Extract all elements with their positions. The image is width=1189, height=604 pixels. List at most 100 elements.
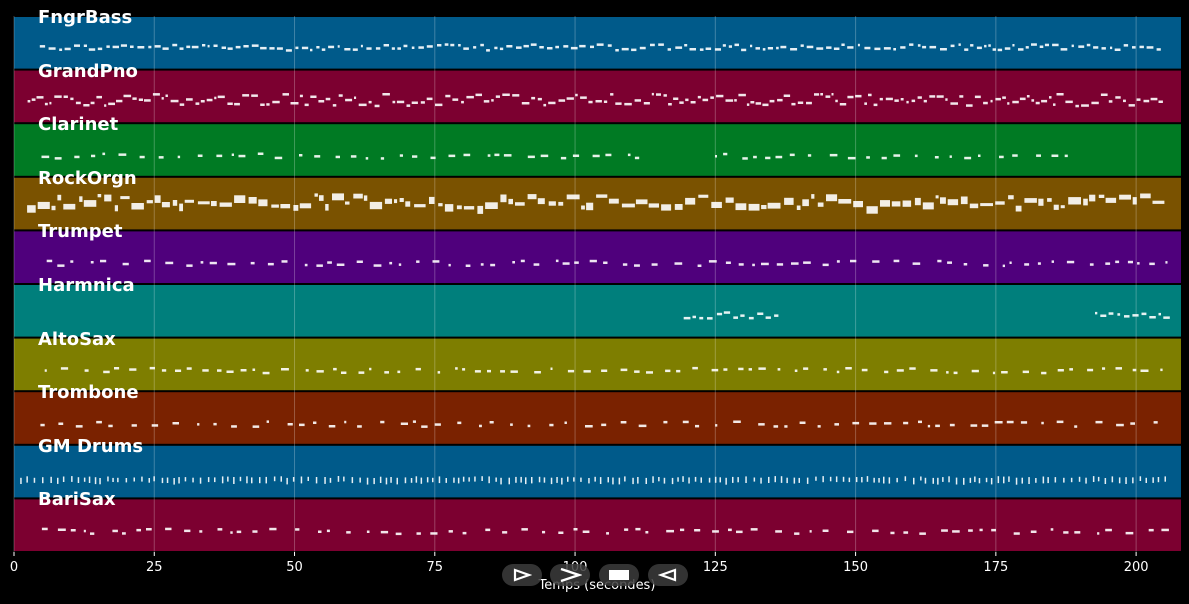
note	[728, 45, 732, 48]
note	[227, 47, 233, 50]
note	[458, 44, 461, 47]
note	[462, 476, 465, 482]
note	[1098, 194, 1105, 198]
note	[855, 477, 858, 483]
note	[395, 532, 402, 536]
note	[694, 529, 701, 532]
note	[800, 44, 804, 47]
note	[280, 476, 282, 482]
note	[1100, 314, 1107, 317]
track-band	[14, 285, 1181, 337]
note	[64, 47, 71, 51]
note	[1035, 101, 1040, 105]
note	[403, 44, 408, 48]
note	[103, 370, 110, 374]
note	[896, 477, 898, 483]
play-icon	[513, 568, 532, 582]
note	[1132, 197, 1137, 205]
note	[685, 197, 696, 205]
note	[262, 371, 270, 375]
note	[389, 261, 393, 265]
note	[960, 196, 968, 205]
note	[582, 530, 590, 533]
note	[333, 367, 337, 371]
note	[1132, 46, 1136, 49]
note	[116, 99, 123, 103]
note	[530, 43, 537, 46]
note	[866, 476, 869, 482]
note	[1056, 420, 1064, 424]
note	[847, 95, 854, 99]
note	[468, 477, 470, 482]
note	[380, 157, 385, 160]
note	[714, 48, 721, 51]
note	[83, 529, 86, 533]
note	[550, 367, 553, 370]
note	[1108, 312, 1114, 315]
stop-button[interactable]	[599, 564, 639, 586]
note	[307, 476, 309, 481]
note	[723, 368, 728, 371]
note	[108, 102, 115, 106]
track-background	[14, 285, 1181, 337]
note	[774, 476, 776, 483]
note	[132, 97, 137, 100]
note	[1051, 260, 1054, 263]
note	[112, 45, 119, 49]
note	[1102, 367, 1106, 370]
note	[1038, 198, 1044, 206]
stop-icon	[609, 570, 629, 580]
note	[776, 263, 784, 266]
note	[566, 97, 574, 100]
note	[108, 424, 113, 428]
note	[746, 103, 750, 106]
note	[791, 262, 799, 265]
track-label: GrandPno	[38, 60, 138, 82]
note	[233, 477, 235, 484]
note	[624, 528, 629, 531]
x-tick-label: 150	[843, 560, 868, 575]
note	[213, 422, 217, 426]
note	[369, 367, 372, 371]
note	[983, 264, 989, 267]
note	[742, 157, 748, 160]
note	[251, 94, 258, 97]
note	[1060, 205, 1065, 209]
note	[48, 47, 56, 50]
note	[1136, 98, 1141, 101]
note	[880, 200, 890, 207]
note	[474, 476, 476, 482]
note	[758, 367, 766, 370]
rewind-button[interactable]	[648, 564, 688, 586]
note	[252, 368, 256, 371]
note	[999, 155, 1004, 159]
track-notes	[46, 259, 1168, 268]
note	[1041, 99, 1048, 103]
note	[816, 47, 824, 50]
track-label: Harmnica	[38, 275, 135, 296]
note	[1097, 532, 1100, 535]
note	[1087, 368, 1094, 372]
note	[624, 102, 632, 106]
note	[138, 98, 143, 101]
note	[63, 95, 68, 98]
note	[248, 197, 257, 204]
note	[243, 45, 249, 48]
note	[96, 420, 102, 424]
note	[768, 476, 770, 483]
note	[949, 155, 952, 158]
note	[1140, 369, 1149, 372]
note	[708, 260, 717, 263]
note	[607, 477, 609, 483]
note	[752, 263, 755, 267]
note	[677, 477, 679, 482]
note	[144, 259, 151, 263]
note	[227, 102, 233, 105]
note	[373, 264, 382, 267]
note	[1031, 43, 1037, 46]
note	[345, 201, 350, 205]
play-button[interactable]	[502, 564, 542, 586]
note	[994, 421, 1003, 424]
note	[665, 369, 671, 373]
fast-forward-button[interactable]	[550, 564, 590, 586]
